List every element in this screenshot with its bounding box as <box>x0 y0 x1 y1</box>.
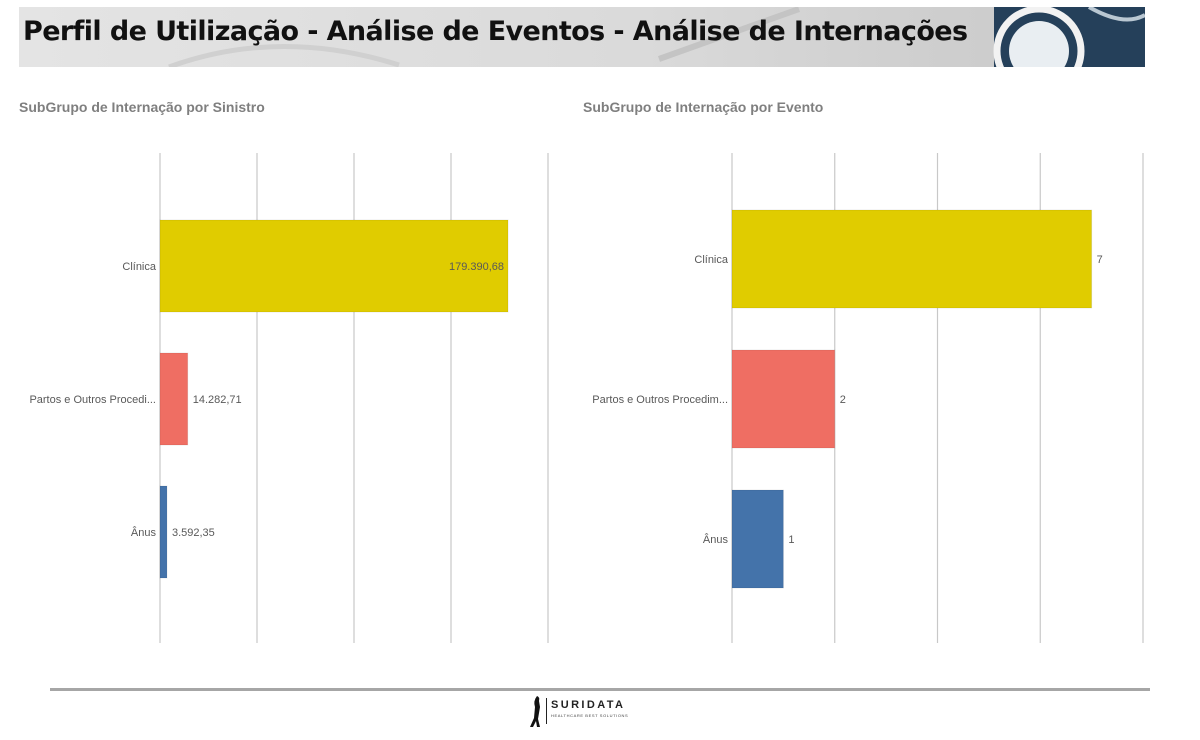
value-label: 3.592,35 <box>172 527 215 539</box>
suridata-logo: SURIDATA HEALTHCARE BEST SOLUTIONS <box>528 693 638 729</box>
value-label: 14.282,71 <box>193 394 242 406</box>
bar-chart-evento: Clínica 7 Partos e Outros Procedim... 2 Ânus… <box>592 153 1144 643</box>
bar-chart-sinistro: Clínica 179.390,68 Partos e Outros Procedi… <box>29 153 549 643</box>
bar[interactable] <box>731 349 836 449</box>
value-label: 179.390,68 <box>449 261 504 273</box>
bar[interactable] <box>731 209 1093 309</box>
category-label: Ânus <box>703 533 729 546</box>
category-label: Clínica <box>694 254 729 266</box>
bar[interactable] <box>731 489 784 589</box>
value-label: 1 <box>788 534 794 546</box>
category-label: Partos e Outros Procedim... <box>592 394 728 406</box>
header-banner: Perfil de Utilização - Análise de Evento… <box>19 7 1145 67</box>
category-label: Ânus <box>131 526 157 539</box>
logo-figure-icon <box>530 696 540 727</box>
logo-tagline: HEALTHCARE BEST SOLUTIONS <box>551 713 629 718</box>
category-label: Clínica <box>122 261 157 273</box>
logo-name: SURIDATA <box>551 699 626 711</box>
chart-title-sinistro: SubGrupo de Internação por Sinistro <box>19 99 265 115</box>
bar[interactable] <box>159 219 509 313</box>
value-label: 7 <box>1097 254 1103 266</box>
page-title: Perfil de Utilização - Análise de Evento… <box>23 16 968 47</box>
footer-divider <box>50 688 1150 691</box>
value-label: 2 <box>840 394 846 406</box>
chart-title-evento: SubGrupo de Internação por Evento <box>583 99 824 115</box>
category-label: Partos e Outros Procedi... <box>29 394 156 406</box>
bar[interactable] <box>159 485 168 579</box>
logo-separator <box>546 698 547 724</box>
bar[interactable] <box>159 352 189 446</box>
stethoscope-banner-graphic <box>168 7 1145 67</box>
